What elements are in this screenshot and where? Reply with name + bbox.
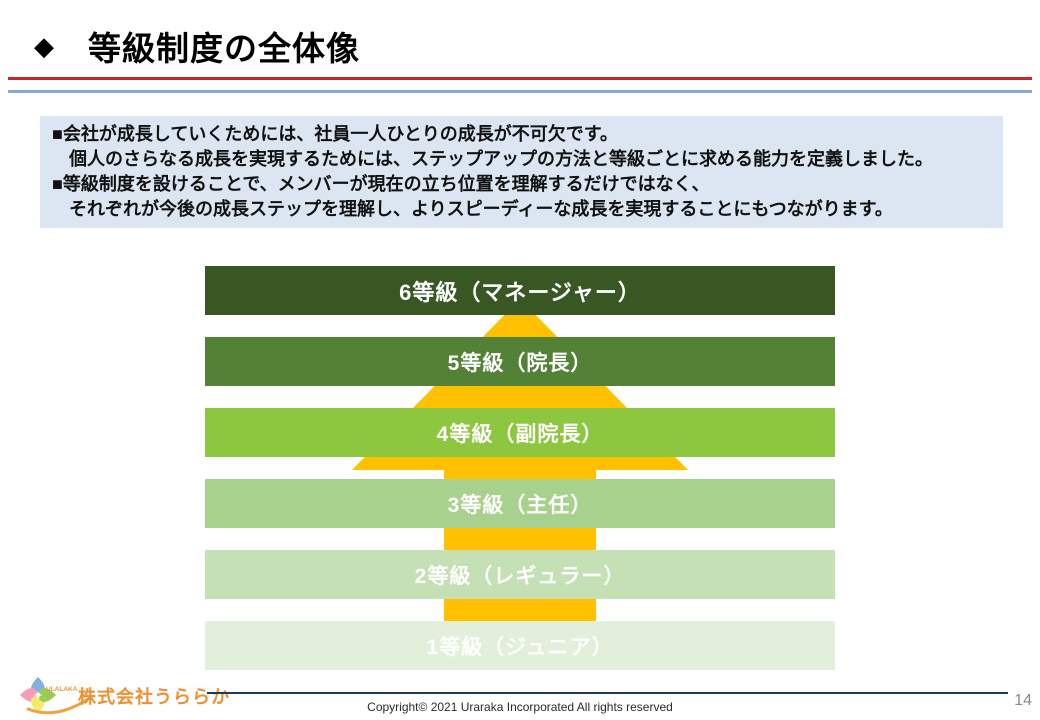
footer-rule: [207, 692, 1008, 694]
title-rule-blue: [8, 90, 1032, 93]
logo-text: ULALAKA: [46, 686, 78, 693]
company-name: 株式会社うららか: [78, 687, 230, 707]
intro-bullet-1-line-1: ■会社が成長していくためには、社員一人ひとりの成長が不可欠です。: [52, 124, 618, 144]
grade-bar-4-label: 4等級（副院長）: [436, 422, 604, 446]
grade-bar-5: 5等級（院長）: [205, 337, 835, 386]
title-rule-red: [8, 77, 1032, 80]
logo-swoosh-icon: [26, 697, 90, 715]
intro-bullet-1: ■会社が成長していくためには、社員一人ひとりの成長が不可欠です。 個人のさらなる…: [52, 122, 991, 172]
grade-bar-2-label: 2等級（レギュラー）: [414, 564, 626, 588]
grade-bar-1: 1等級（ジュニア）: [205, 621, 835, 670]
intro-bullet-2-line-2: それぞれが今後の成長ステップを理解し、よりスピーディーな成長を実現することにもつ…: [69, 199, 893, 219]
grade-ladder: 6等級（マネージャー） 5等級（院長） 4等級（副院長） 3等級（主任） 2等級…: [205, 266, 835, 670]
page-number: 14: [1014, 692, 1032, 709]
intro-bullet-2-line-1: ■等級制度を設けることで、メンバーが現在の立ち位置を理解するだけではなく、: [52, 174, 710, 194]
title-diamond-icon: ◆: [34, 31, 54, 61]
company-logo: ULALAKA: [20, 677, 90, 715]
grade-bar-1-label: 1等級（ジュニア）: [426, 635, 614, 659]
intro-text-box: ■会社が成長していくためには、社員一人ひとりの成長が不可欠です。 個人のさらなる…: [40, 116, 1003, 228]
grade-bar-2: 2等級（レギュラー）: [205, 550, 835, 599]
grade-bar-3: 3等級（主任）: [205, 479, 835, 528]
grade-bar-5-label: 5等級（院長）: [447, 351, 593, 375]
page-title: 等級制度の全体像: [88, 30, 360, 67]
intro-bullet-2: ■等級制度を設けることで、メンバーが現在の立ち位置を理解するだけではなく、 それ…: [52, 172, 991, 222]
slide-header: ◆ 等級制度の全体像: [34, 22, 360, 70]
grade-bar-4: 4等級（副院長）: [205, 408, 835, 457]
grade-bar-6: 6等級（マネージャー）: [205, 266, 835, 315]
grade-bar-3-label: 3等級（主任）: [447, 493, 593, 517]
grade-bar-6-label: 6等級（マネージャー）: [399, 279, 641, 305]
intro-bullet-1-line-2: 個人のさらなる成長を実現するためには、ステップアップの方法と等級ごとに求める能力…: [69, 149, 933, 169]
clover-icon: [20, 677, 56, 713]
copyright-text: Copyright© 2021 Uraraka Incorporated All…: [367, 700, 673, 714]
